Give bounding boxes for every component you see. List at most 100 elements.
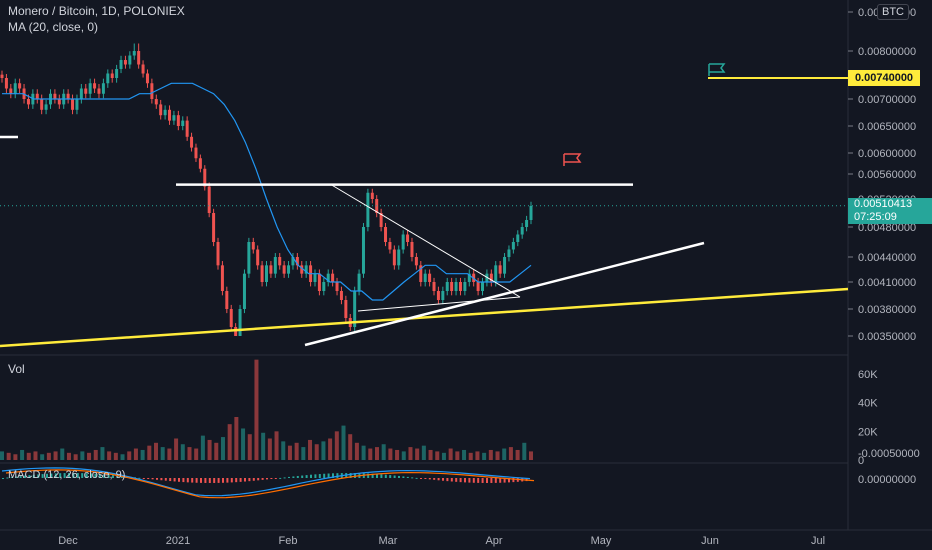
volume-label[interactable]: Vol bbox=[8, 362, 25, 376]
candle-body bbox=[79, 88, 83, 99]
macd-histogram-bar bbox=[98, 473, 101, 478]
macd-histogram-bar bbox=[406, 476, 409, 478]
volume-bar bbox=[80, 451, 85, 460]
time-axis-label: Apr bbox=[485, 535, 502, 547]
macd-histogram-bar bbox=[464, 478, 466, 483]
macd-histogram-bar bbox=[191, 478, 194, 483]
macd-histogram-bar bbox=[428, 478, 431, 480]
candle-body bbox=[4, 78, 8, 89]
volume-bar bbox=[354, 442, 359, 460]
volume-bar bbox=[381, 444, 386, 460]
volume-bar bbox=[301, 447, 306, 460]
candle-body bbox=[529, 206, 533, 220]
volume-bar bbox=[415, 448, 420, 460]
candle-body bbox=[273, 257, 277, 274]
candle-body bbox=[366, 192, 370, 227]
macd-histogram-bar bbox=[226, 478, 229, 483]
volume-bar bbox=[241, 428, 246, 460]
time-axis-label: Dec bbox=[58, 535, 78, 547]
volume-bar bbox=[53, 451, 58, 460]
macd-histogram-bar bbox=[433, 478, 436, 480]
candle-body bbox=[295, 257, 299, 266]
macd-histogram-bar bbox=[446, 478, 449, 482]
candle-body bbox=[163, 109, 167, 116]
candle-body bbox=[419, 265, 423, 282]
macd-histogram-bar bbox=[112, 475, 114, 478]
macd-histogram-bar bbox=[486, 478, 488, 483]
candle-body bbox=[384, 227, 388, 242]
macd-histogram-bar bbox=[512, 478, 515, 483]
candle-body bbox=[71, 99, 75, 110]
macd-histogram-bar bbox=[468, 478, 471, 483]
volume-bar bbox=[522, 442, 527, 460]
macd-histogram-bar bbox=[283, 477, 286, 479]
candle-body bbox=[154, 99, 158, 105]
macd-histogram-bar bbox=[261, 478, 264, 480]
candle-body bbox=[467, 273, 471, 282]
volume-bar bbox=[147, 445, 152, 460]
macd-histogram-bar bbox=[142, 478, 145, 479]
candle-body bbox=[110, 73, 114, 78]
current-price-tag: 0.00510413 07:25:09 bbox=[848, 198, 932, 224]
volume-bar bbox=[207, 439, 212, 460]
time-axis-label: Feb bbox=[279, 535, 298, 547]
macd-histogram-bar bbox=[37, 474, 40, 478]
candle-body bbox=[260, 265, 264, 282]
macd-histogram-bar bbox=[164, 478, 167, 481]
volume-bar bbox=[328, 438, 333, 460]
macd-histogram-bar bbox=[279, 477, 282, 479]
price-axis-label: 0.00800000 bbox=[858, 46, 916, 58]
candle-body bbox=[489, 273, 493, 282]
currency-badge[interactable]: BTC bbox=[877, 4, 909, 20]
volume-bar bbox=[468, 452, 473, 460]
volume-bar bbox=[220, 437, 225, 460]
candle-body bbox=[234, 327, 238, 336]
candle-body bbox=[123, 60, 127, 65]
candle-body bbox=[190, 136, 194, 148]
macd-histogram-bar bbox=[239, 478, 242, 482]
macd-histogram-bar bbox=[336, 473, 339, 478]
yellow-support-trendline bbox=[0, 287, 849, 348]
volume-bar bbox=[529, 451, 533, 460]
candle-body bbox=[322, 282, 326, 291]
time-axis-label: Mar bbox=[379, 535, 398, 547]
volume-bar bbox=[428, 449, 433, 460]
price-axis-label: 0.00700000 bbox=[858, 94, 916, 106]
candle-body bbox=[119, 60, 123, 69]
macd-histogram-bar bbox=[182, 478, 185, 483]
candle-body bbox=[291, 257, 295, 266]
candle-body bbox=[361, 227, 365, 274]
volume-bar bbox=[368, 448, 373, 460]
volume-bar bbox=[448, 448, 453, 460]
price-axis-label: 0.00350000 bbox=[858, 331, 916, 343]
candle-body bbox=[247, 242, 251, 274]
volume-bar bbox=[435, 451, 440, 460]
candle-body bbox=[463, 282, 467, 291]
candle-body bbox=[242, 273, 246, 309]
candle-body bbox=[132, 51, 136, 56]
macd-histogram-bar bbox=[411, 477, 414, 479]
macd-histogram-bar bbox=[376, 474, 378, 478]
volume-bar bbox=[127, 451, 132, 460]
macd-label[interactable]: MACD (12, 26, close, 9) bbox=[8, 469, 126, 481]
macd-histogram-bar bbox=[257, 478, 260, 481]
volume-bar bbox=[475, 451, 480, 460]
macd-histogram-bar bbox=[116, 475, 119, 478]
macd-histogram-bar bbox=[389, 475, 392, 478]
macd-histogram-bar bbox=[147, 478, 150, 479]
volume-bar bbox=[180, 444, 185, 460]
volume-bar bbox=[261, 432, 266, 460]
candle-body bbox=[428, 273, 432, 282]
macd-histogram-bar bbox=[59, 473, 62, 478]
macd-histogram-bar bbox=[437, 478, 440, 481]
macd-histogram-bar bbox=[156, 478, 158, 480]
ma-indicator-label[interactable]: MA (20, close, 0) bbox=[8, 20, 99, 34]
time-axis-label: 2021 bbox=[166, 535, 190, 547]
macd-histogram-bar bbox=[499, 478, 502, 483]
volume-bar bbox=[321, 441, 326, 460]
volume-bar bbox=[194, 448, 199, 460]
candle-body bbox=[265, 265, 268, 282]
volume-bar bbox=[488, 449, 493, 460]
volume-bar bbox=[6, 452, 11, 460]
